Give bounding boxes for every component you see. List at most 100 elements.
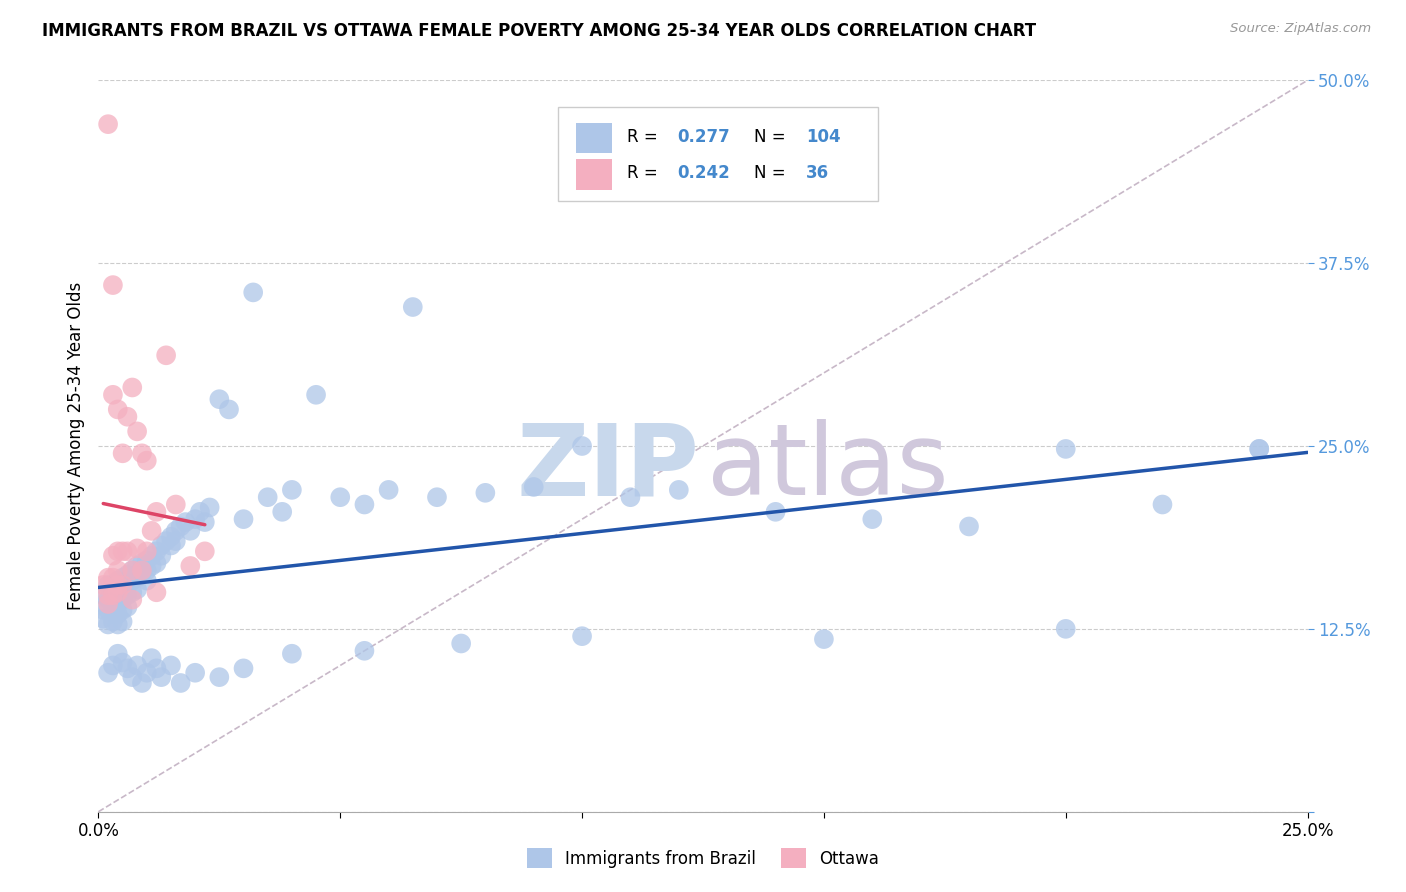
Text: 0.242: 0.242 bbox=[678, 164, 730, 182]
Text: N =: N = bbox=[754, 164, 790, 182]
Point bbox=[111, 544, 134, 558]
Point bbox=[135, 574, 157, 588]
Point bbox=[127, 582, 149, 597]
Point bbox=[208, 392, 231, 407]
Point bbox=[426, 490, 449, 504]
Text: 0.277: 0.277 bbox=[678, 128, 730, 145]
FancyBboxPatch shape bbox=[576, 123, 613, 153]
Legend: Immigrants from Brazil, Ottawa: Immigrants from Brazil, Ottawa bbox=[519, 839, 887, 877]
Point bbox=[155, 348, 177, 362]
Point bbox=[353, 644, 375, 658]
Point bbox=[121, 574, 143, 588]
Text: N =: N = bbox=[754, 128, 790, 145]
Point bbox=[141, 651, 163, 665]
Point bbox=[141, 549, 163, 563]
Point bbox=[121, 592, 143, 607]
Point bbox=[127, 558, 149, 573]
Point bbox=[765, 505, 787, 519]
Point bbox=[127, 658, 149, 673]
Point bbox=[97, 665, 120, 680]
Text: 104: 104 bbox=[806, 128, 841, 145]
Point bbox=[145, 505, 167, 519]
Point bbox=[121, 563, 143, 577]
Point bbox=[150, 539, 173, 553]
Point bbox=[121, 670, 143, 684]
Point bbox=[184, 665, 207, 680]
Point bbox=[1249, 442, 1271, 456]
Point bbox=[111, 592, 134, 607]
Text: IMMIGRANTS FROM BRAZIL VS OTTAWA FEMALE POVERTY AMONG 25-34 YEAR OLDS CORRELATIO: IMMIGRANTS FROM BRAZIL VS OTTAWA FEMALE … bbox=[42, 22, 1036, 40]
Point bbox=[135, 544, 157, 558]
Point bbox=[97, 571, 120, 585]
Point bbox=[107, 578, 129, 592]
Point bbox=[135, 665, 157, 680]
Point bbox=[135, 553, 157, 567]
Point bbox=[1054, 622, 1077, 636]
Point bbox=[141, 558, 163, 573]
Point bbox=[957, 519, 980, 533]
Point bbox=[232, 661, 254, 675]
Point bbox=[121, 585, 143, 599]
FancyBboxPatch shape bbox=[558, 107, 879, 201]
Point bbox=[141, 524, 163, 538]
Point bbox=[169, 519, 191, 533]
Point bbox=[127, 571, 149, 585]
Point bbox=[91, 612, 114, 626]
Point bbox=[208, 670, 231, 684]
Point bbox=[281, 483, 304, 497]
Point bbox=[150, 670, 173, 684]
Point bbox=[111, 446, 134, 460]
Point bbox=[111, 571, 134, 585]
Point bbox=[571, 629, 593, 643]
Y-axis label: Female Poverty Among 25-34 Year Olds: Female Poverty Among 25-34 Year Olds bbox=[66, 282, 84, 610]
Point bbox=[145, 661, 167, 675]
Point bbox=[668, 483, 690, 497]
Point bbox=[232, 512, 254, 526]
Text: atlas: atlas bbox=[707, 419, 948, 516]
Point bbox=[97, 117, 120, 131]
Point bbox=[194, 515, 217, 529]
Point bbox=[160, 658, 183, 673]
Point bbox=[117, 661, 139, 675]
Point bbox=[117, 409, 139, 424]
Point bbox=[97, 603, 120, 617]
Point bbox=[117, 599, 139, 614]
Point bbox=[101, 588, 124, 602]
Point bbox=[329, 490, 352, 504]
Point bbox=[165, 534, 187, 549]
Point bbox=[117, 578, 139, 592]
Point bbox=[218, 402, 240, 417]
Point bbox=[135, 453, 157, 467]
Point bbox=[131, 563, 153, 577]
Point bbox=[813, 632, 835, 646]
Point bbox=[111, 578, 134, 592]
Point bbox=[121, 563, 143, 577]
Point bbox=[107, 402, 129, 417]
Point bbox=[1152, 498, 1174, 512]
Point bbox=[127, 425, 149, 439]
Point bbox=[155, 534, 177, 549]
Point bbox=[188, 505, 211, 519]
Point bbox=[111, 582, 134, 597]
Point bbox=[101, 388, 124, 402]
Point bbox=[117, 544, 139, 558]
Text: ZIP: ZIP bbox=[516, 419, 699, 516]
Point bbox=[450, 636, 472, 650]
Point bbox=[117, 588, 139, 602]
Point bbox=[91, 588, 114, 602]
Point bbox=[1054, 442, 1077, 456]
Point bbox=[97, 592, 120, 607]
Point bbox=[179, 524, 201, 538]
Point bbox=[107, 585, 129, 599]
Point bbox=[571, 439, 593, 453]
Point bbox=[256, 490, 278, 504]
Point bbox=[135, 563, 157, 577]
FancyBboxPatch shape bbox=[576, 160, 613, 190]
Point bbox=[619, 490, 641, 504]
Point bbox=[474, 485, 496, 500]
Point bbox=[97, 588, 120, 602]
Point bbox=[107, 563, 129, 577]
Point bbox=[107, 597, 129, 611]
Point bbox=[131, 676, 153, 690]
Point bbox=[101, 578, 124, 592]
